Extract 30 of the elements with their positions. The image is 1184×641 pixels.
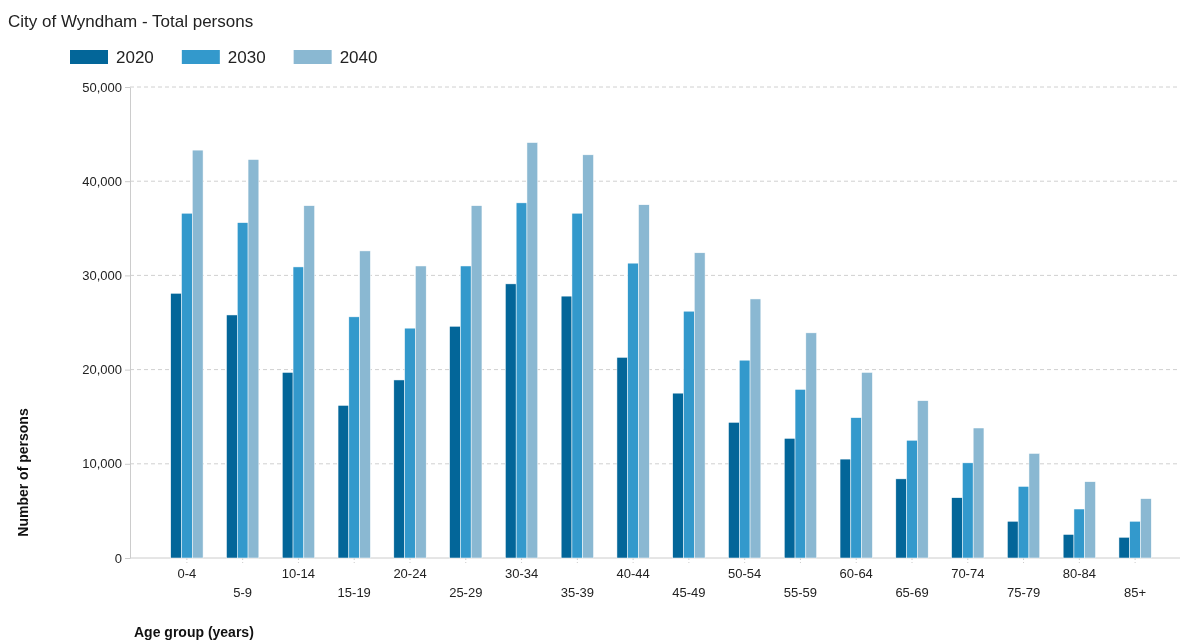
- x-tick-label: 45-49: [672, 585, 706, 601]
- y-tick-label: 0: [114, 550, 122, 566]
- x-tick-label: 5-9: [233, 585, 253, 601]
- x-tick-label: 30-34: [504, 565, 539, 581]
- x-tick-label: 65-69: [895, 585, 929, 601]
- x-tick-label: 55-59: [783, 585, 818, 601]
- y-tick-label: 40,000: [82, 173, 122, 189]
- y-tick-label: 30,000: [82, 268, 122, 284]
- y-tick-label: 10,000: [82, 456, 122, 472]
- x-axis-title: Age group (years): [134, 624, 254, 640]
- x-tick-label: 75-79: [1006, 585, 1041, 601]
- x-tick-label: 70-74: [951, 565, 985, 581]
- x-tick-label: 10-14: [281, 565, 316, 581]
- legend-label: 2040: [339, 48, 378, 67]
- x-tick-label: 20-24: [393, 565, 427, 581]
- x-tick-label: 80-84: [1062, 565, 1096, 581]
- x-tick-label: 60-64: [839, 565, 873, 581]
- x-tick-label: 50-54: [728, 565, 762, 581]
- y-tick-label: 50,000: [82, 79, 122, 95]
- y-axis-title: Number of persons: [15, 408, 31, 537]
- legend-label: 2020: [116, 48, 154, 67]
- y-tick-label: 20,000: [82, 362, 122, 378]
- x-tick-label: 0-4: [177, 565, 197, 581]
- legend-label: 2030: [227, 48, 266, 67]
- x-tick-label: 85+: [1124, 585, 1147, 601]
- x-tick-label: 25-29: [449, 585, 483, 601]
- chart-title: City of Wyndham - Total persons: [8, 12, 254, 31]
- x-tick-label: 40-44: [616, 565, 650, 581]
- x-tick-label: 35-39: [560, 585, 594, 601]
- x-tick-label: 15-19: [337, 585, 371, 601]
